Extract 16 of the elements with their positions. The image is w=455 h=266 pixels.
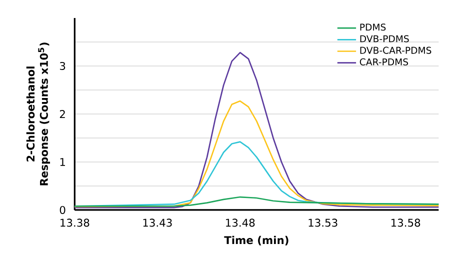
x-tick-label: 13.53 xyxy=(308,218,338,227)
legend-label: CAR-PDMS xyxy=(360,58,408,66)
legend-label: DVB-PDMS xyxy=(360,35,409,42)
legend-label: PDMS xyxy=(360,24,386,31)
x-tick-label: 13.58 xyxy=(391,218,420,227)
y-tick-label: 2 xyxy=(60,110,65,118)
y-tick-label: 1 xyxy=(60,158,65,166)
x-tick-label: 13.38 xyxy=(60,218,90,227)
legend-label: DVB-CAR-PDMS xyxy=(360,46,432,54)
x-tick-label: 13.48 xyxy=(226,218,255,227)
line-series xyxy=(74,196,440,207)
x-tick-label: 13.43 xyxy=(143,218,172,227)
x-axis-title: Time (min) xyxy=(224,236,288,246)
y-tick-label: 3 xyxy=(60,62,66,70)
y-tick-label: 0 xyxy=(60,206,66,214)
y-axis-title: 2-Chloroethanol Response (Counts x10$^{5}$) xyxy=(26,42,50,186)
